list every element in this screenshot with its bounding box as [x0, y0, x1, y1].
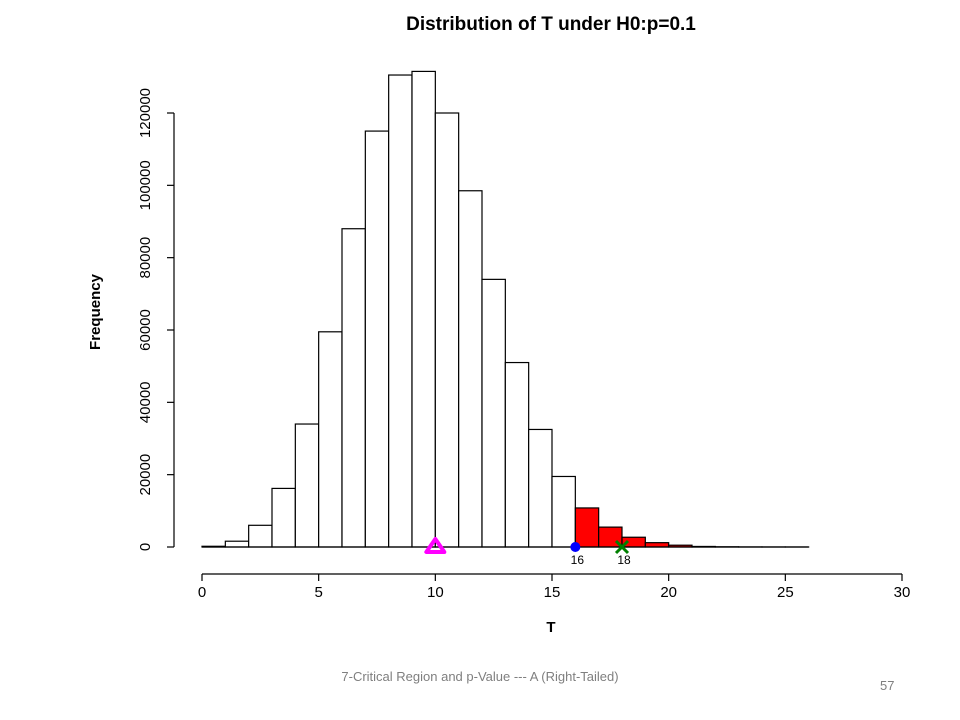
value-markers: 16 18	[424, 537, 631, 567]
histogram-bar-6	[341, 228, 366, 548]
histogram-bar-2	[248, 524, 273, 548]
histogram-bar-4	[294, 423, 320, 548]
x-tick-label-0: 0	[198, 584, 206, 601]
marker-triangle	[424, 537, 447, 554]
histogram-bar-15	[551, 475, 576, 548]
x-tick-label-6: 30	[894, 584, 911, 601]
marker-label-18: 18	[617, 553, 631, 567]
x-tick-label-2: 10	[427, 584, 444, 601]
histogram-bar-3	[271, 487, 296, 548]
histogram-bars	[201, 70, 810, 548]
histogram-bar-12	[481, 278, 506, 548]
histogram-bar-7	[364, 130, 390, 548]
x-tick-label-1: 5	[314, 584, 322, 601]
histogram-bar-1	[224, 540, 250, 548]
y-axis-label: Frequency	[87, 273, 104, 350]
histogram-bar-13	[504, 361, 530, 548]
x-tick-label-4: 20	[660, 584, 677, 601]
marker-cross	[614, 539, 630, 555]
y-tick-label-6: 120000	[137, 88, 154, 138]
histogram-bar-9	[411, 70, 436, 548]
chart-title: Distribution of T under H0:p=0.1	[406, 14, 696, 35]
x-tick-label-5: 25	[777, 584, 794, 601]
histogram-bar-5	[318, 331, 343, 548]
slide-page-number: 57	[880, 678, 895, 693]
slide-footer-caption: 7-Critical Region and p-Value --- A (Rig…	[341, 669, 619, 684]
y-tick-label-5: 100000	[137, 160, 154, 210]
y-tick-label-3: 60000	[137, 309, 154, 351]
histogram-bar-19	[644, 542, 670, 548]
histogram-bar-10	[434, 112, 460, 548]
marker-circle	[570, 542, 581, 552]
x-axis: 0 5 10 15 20 25 30	[198, 573, 911, 601]
y-tick-label-1: 20000	[137, 454, 154, 496]
y-tick-label-0: 0	[137, 543, 154, 551]
histogram-chart: Distribution of T under H0:p=0.1 0 20000 4…	[87, 14, 911, 636]
histogram-bar-11	[458, 190, 483, 548]
x-axis-label: T	[546, 619, 555, 636]
histogram-bar-14	[528, 428, 553, 548]
marker-label-16: 16	[571, 553, 585, 567]
y-axis: 0 20000 40000 60000 80000 100000 120000	[137, 88, 175, 551]
y-tick-label-2: 40000	[137, 381, 154, 423]
x-tick-label-3: 15	[544, 584, 561, 601]
histogram-bar-16	[574, 507, 600, 548]
histogram-bar-8	[388, 74, 413, 548]
y-tick-label-4: 80000	[137, 237, 154, 279]
